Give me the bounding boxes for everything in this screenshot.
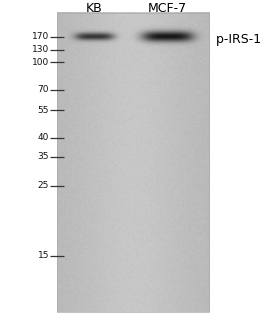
Text: 15: 15 (38, 252, 49, 260)
Text: 55: 55 (38, 106, 49, 115)
Text: 170: 170 (32, 32, 49, 41)
Text: 35: 35 (38, 152, 49, 161)
Text: KB: KB (86, 2, 103, 14)
Text: 130: 130 (32, 45, 49, 54)
Text: MCF-7: MCF-7 (147, 2, 187, 14)
Text: 70: 70 (38, 85, 49, 94)
Text: 40: 40 (38, 133, 49, 142)
Text: p-IRS-1 (Y896): p-IRS-1 (Y896) (216, 34, 265, 46)
Text: 25: 25 (38, 181, 49, 190)
Text: 100: 100 (32, 58, 49, 67)
Bar (57, 13, 209, 312)
